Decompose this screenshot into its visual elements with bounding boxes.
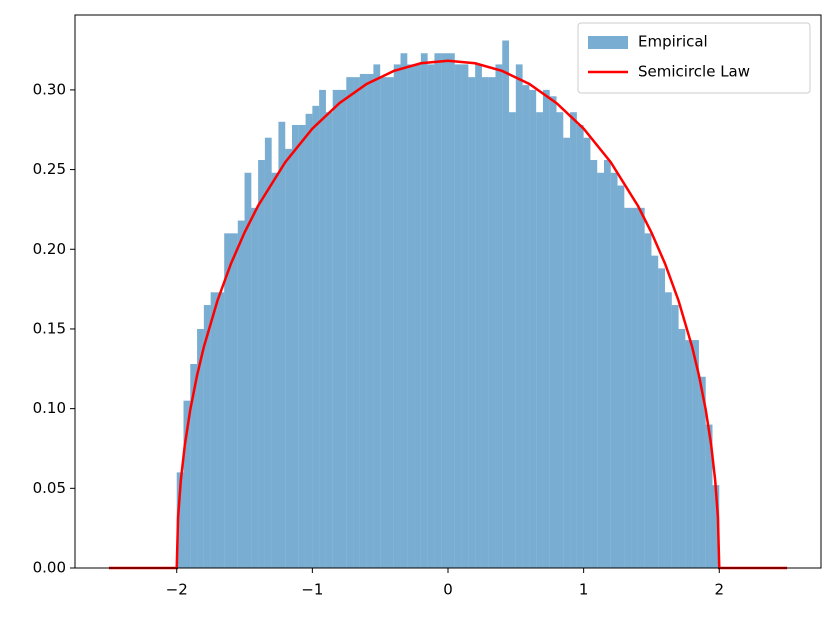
bar: [210, 292, 218, 568]
legend-swatch: [588, 36, 628, 49]
bar: [644, 233, 652, 568]
bar: [380, 77, 387, 568]
bar: [190, 364, 198, 568]
bar: [475, 64, 482, 569]
bar: [251, 207, 259, 568]
bar: [522, 85, 530, 569]
bar: [685, 340, 693, 568]
bar: [712, 485, 720, 568]
bar: [631, 207, 638, 568]
bar: [373, 64, 381, 569]
bar: [292, 124, 299, 569]
bar: [468, 77, 476, 568]
x-tick-label: 2: [714, 581, 724, 599]
bar: [563, 137, 571, 568]
bar: [271, 172, 279, 568]
bar: [176, 472, 184, 568]
bar: [610, 172, 618, 568]
y-tick-label: 0.15: [33, 319, 66, 337]
bar: [698, 376, 706, 568]
bar: [597, 172, 604, 568]
bar: [400, 53, 408, 568]
bar: [359, 73, 367, 568]
bar: [536, 112, 543, 568]
y-tick-label: 0.20: [33, 240, 66, 258]
bar: [197, 328, 204, 568]
bar: [576, 124, 584, 569]
bar: [203, 305, 211, 568]
x-tick-label: 0: [443, 581, 453, 599]
bar: [651, 255, 659, 569]
bar: [590, 160, 598, 568]
legend-label: Empirical: [638, 33, 708, 51]
bar: [678, 328, 686, 568]
bar: [346, 77, 354, 568]
x-tick-label: −2: [166, 581, 188, 599]
bar: [427, 64, 435, 569]
y-tick-label: 0.05: [33, 479, 66, 497]
bar: [420, 53, 428, 568]
bar: [509, 112, 516, 568]
bar: [258, 160, 265, 568]
bar: [665, 292, 672, 568]
bar: [414, 64, 421, 569]
bar: [461, 64, 469, 569]
bar: [448, 53, 455, 568]
bar: [692, 340, 699, 568]
bar: [556, 112, 564, 568]
bar: [570, 112, 577, 568]
line: [108, 59, 788, 570]
bar: [542, 89, 550, 569]
bar: [603, 160, 611, 568]
bar: [319, 89, 326, 569]
bar: [441, 53, 448, 568]
bar: [481, 77, 489, 568]
bar: [386, 77, 394, 568]
bar: [454, 64, 462, 569]
bar: [224, 233, 231, 568]
bar: [237, 220, 245, 568]
bar: [312, 105, 320, 568]
bar: [705, 424, 713, 568]
bar: [353, 77, 360, 568]
bar: [624, 207, 632, 568]
bar: [332, 89, 340, 569]
bar: [671, 305, 679, 568]
bar: [515, 64, 523, 569]
bar: [583, 137, 591, 568]
legend-box: [577, 22, 811, 94]
x-tick-label: −1: [301, 581, 323, 599]
bar: [658, 268, 666, 568]
bar: [230, 233, 238, 568]
bar: [339, 89, 347, 569]
legend-label: Semicircle Law: [638, 63, 750, 81]
bar: [244, 172, 252, 568]
bar: [549, 96, 557, 568]
bar: [325, 112, 333, 568]
x-tick-label: 1: [579, 581, 589, 599]
bar: [183, 400, 191, 568]
bar: [529, 89, 537, 569]
bar: [434, 53, 442, 568]
y-tick-label: 0.25: [33, 160, 66, 178]
bar: [217, 292, 225, 568]
bar: [637, 207, 645, 568]
bar: [285, 148, 293, 568]
bar: [495, 64, 503, 569]
bar: [393, 64, 401, 569]
bar: [488, 77, 496, 568]
bar: [617, 185, 625, 568]
bar: [278, 121, 286, 569]
y-tick-label: 0.10: [33, 399, 66, 417]
bar: [264, 137, 272, 568]
y-tick-label: 0.00: [33, 559, 66, 577]
bar: [407, 64, 415, 569]
bar: [502, 40, 510, 569]
y-tick-label: 0.30: [33, 80, 66, 98]
bar: [298, 124, 306, 569]
bar: [305, 113, 313, 568]
bar: [366, 73, 374, 568]
